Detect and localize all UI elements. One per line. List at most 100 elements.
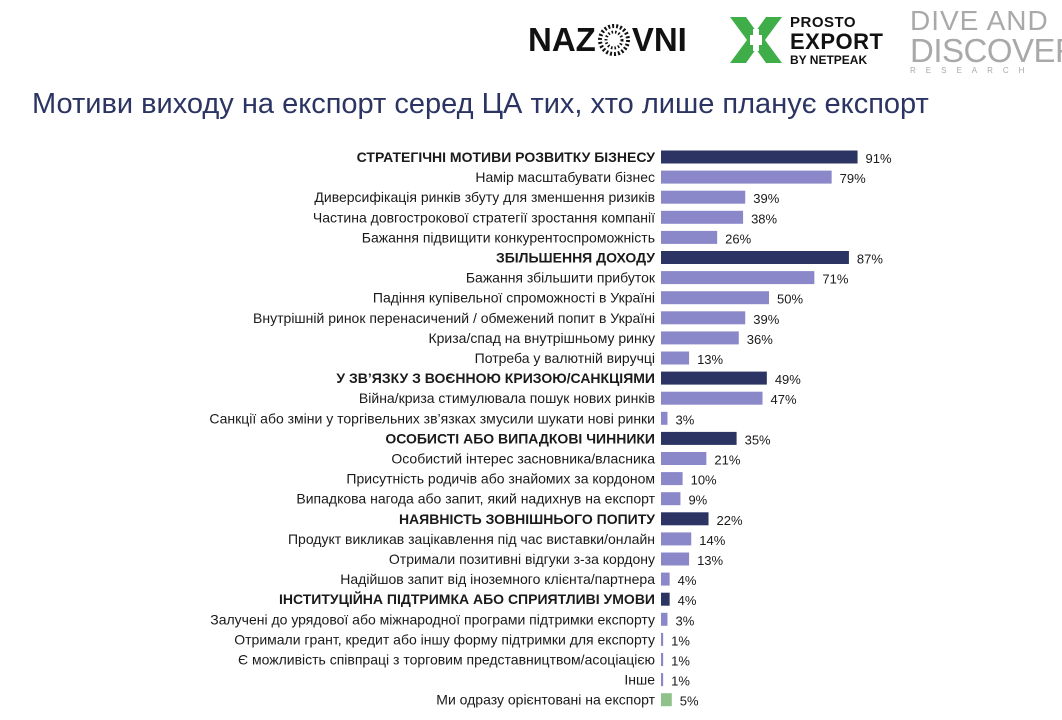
bar xyxy=(661,492,681,506)
prosto-logo-line1: PROSTO xyxy=(790,13,857,31)
category-label: НАЯВНІСТЬ ЗОВНІШНЬОГО ПОПИТУ xyxy=(399,511,655,527)
category-label: Є можливість співпраці з торговим предст… xyxy=(238,652,655,668)
value-label: 13% xyxy=(697,352,723,367)
category-label: ЗБІЛЬШЕННЯ ДОХОДУ xyxy=(496,250,655,266)
category-label: Бажання підвищити конкурентоспроможність xyxy=(362,229,655,245)
chart-group-header-row: ЗБІЛЬШЕННЯ ДОХОДУ 87% xyxy=(496,250,883,267)
category-label: Війна/криза стимулювала пошук нових ринк… xyxy=(359,390,655,406)
bar xyxy=(661,552,690,566)
chart-row: Продукт викликав зацікавлення під час ви… xyxy=(288,531,726,548)
chart-row: Ми одразу орієнтовані на експорт 5% xyxy=(436,692,699,709)
prosto-export-logo: PROSTO EXPORT BY NETPEAK xyxy=(728,14,900,66)
category-label: Отримали позитивні відгуки з-за кордону xyxy=(389,551,655,567)
group-bar xyxy=(661,512,709,526)
value-label: 91% xyxy=(866,151,892,166)
bar xyxy=(661,331,739,345)
value-label: 39% xyxy=(753,312,779,327)
bar xyxy=(661,271,815,285)
category-label: Частина довгострокової стратегії зростан… xyxy=(313,209,655,225)
category-label: Інше xyxy=(624,672,655,688)
value-label: 3% xyxy=(675,613,694,628)
category-label: Надійшов запит від іноземного клієнта/па… xyxy=(340,571,655,587)
value-label: 22% xyxy=(717,513,743,528)
group-bar xyxy=(661,371,767,385)
value-label: 3% xyxy=(675,412,694,427)
chart-row: Частина довгострокової стратегії зростан… xyxy=(313,209,778,226)
value-label: 26% xyxy=(725,231,751,246)
bar xyxy=(661,653,664,666)
category-label: Диверсифікація ринків збуту для зменшенн… xyxy=(314,189,655,205)
bar xyxy=(661,411,668,425)
chart-row: Бажання збільшити прибуток 71% xyxy=(466,270,849,287)
chart-row: Бажання підвищити конкурентоспроможність… xyxy=(362,229,752,246)
group-bar xyxy=(661,150,858,164)
value-label: 36% xyxy=(747,332,773,347)
chart-row: Намір масштабувати бізнес 79% xyxy=(475,169,866,186)
prosto-logo-line3: BY NETPEAK xyxy=(790,52,868,67)
prosto-export-mark-icon xyxy=(730,17,782,63)
bar xyxy=(661,351,690,365)
chart-row: Падіння купівельної спроможності в Украї… xyxy=(373,290,804,307)
category-label: Продукт викликав зацікавлення під час ви… xyxy=(288,531,655,547)
category-label: Випадкова нагода або запит, який надихну… xyxy=(296,491,655,507)
bar xyxy=(661,391,763,405)
value-label: 4% xyxy=(678,593,697,608)
slide-title: Мотиви виходу на експорт серед ЦА тих, х… xyxy=(32,88,929,120)
chart-row: Отримали грант, кредит або іншу форму пі… xyxy=(234,631,690,648)
category-label: Потреба у валютній виручці xyxy=(475,350,655,366)
chart-row: Отримали позитивні відгуки з-за кордону 1… xyxy=(389,551,724,568)
group-bar xyxy=(661,592,670,606)
group-bar xyxy=(661,431,737,445)
chart-row: Є можливість співпраці з торговим предст… xyxy=(238,652,690,669)
chart-row: Залучені до урядової або міжнародної про… xyxy=(210,611,694,628)
value-label: 21% xyxy=(714,453,740,468)
category-label: ОСОБИСТІ АБО ВИПАДКОВІ ЧИННИКИ xyxy=(385,430,655,446)
category-label: У ЗВ’ЯЗКУ З ВОЄННОЮ КРИЗОЮ/САНКЦІЯМИ xyxy=(336,370,655,386)
value-label: 38% xyxy=(751,211,777,226)
value-label: 10% xyxy=(691,473,717,488)
value-label: 35% xyxy=(745,432,771,447)
group-bar xyxy=(661,251,849,264)
bar xyxy=(661,472,683,486)
category-label: Бажання збільшити прибуток xyxy=(466,270,656,286)
value-label: 47% xyxy=(771,392,797,407)
chart-group-header-row: ІНСТИТУЦІЙНА ПІДТРИМКА АБО СПРИЯТЛИВІ УМ… xyxy=(279,590,697,608)
bar xyxy=(661,291,769,305)
nazovni-logo-text: NAZ xyxy=(528,21,596,58)
value-label: 39% xyxy=(753,191,779,206)
category-label: Падіння купівельної спроможності в Украї… xyxy=(373,290,655,306)
dive-logo-line1: DIVE AND xyxy=(910,5,1049,36)
bar xyxy=(661,452,707,465)
value-label: 5% xyxy=(680,694,699,709)
bar xyxy=(661,532,692,546)
chart-row: Диверсифікація ринків збуту для зменшенн… xyxy=(314,189,779,206)
category-label: Ми одразу орієнтовані на експорт xyxy=(436,692,655,708)
value-label: 13% xyxy=(697,553,723,568)
globe-dots-icon xyxy=(597,24,630,56)
dive-logo-line2: DISCOVERY xyxy=(910,31,1062,69)
category-label: Намір масштабувати бізнес xyxy=(475,169,655,185)
value-label: 1% xyxy=(671,674,690,689)
chart-group-header-row: У ЗВ’ЯЗКУ З ВОЄННОЮ КРИЗОЮ/САНКЦІЯМИ 49% xyxy=(336,370,801,387)
value-label: 87% xyxy=(857,252,883,267)
chart-row: Особистий інтерес засновника/власника 21% xyxy=(391,451,740,468)
value-label: 9% xyxy=(688,493,707,508)
value-label: 79% xyxy=(840,171,866,186)
bar xyxy=(661,572,670,586)
chart-row: Криза/спад на внутрішньому ринку 36% xyxy=(428,330,773,347)
value-label: 49% xyxy=(775,372,801,387)
chart-group-header-row: НАЯВНІСТЬ ЗОВНІШНЬОГО ПОПИТУ 22% xyxy=(399,511,743,528)
value-label: 4% xyxy=(678,573,697,588)
category-label: Особистий інтерес засновника/власника xyxy=(391,451,655,467)
category-label: ІНСТИТУЦІЙНА ПІДТРИМКА АБО СПРИЯТЛИВІ УМ… xyxy=(279,590,655,607)
prosto-logo-line2: EXPORT xyxy=(790,28,884,54)
bar xyxy=(661,632,664,646)
category-label: Криза/спад на внутрішньому ринку xyxy=(428,330,655,346)
logo-bar: NAZ VNI PROSTO EXPORT BY NETPEAK DIVE AN… xyxy=(0,0,1062,90)
bar xyxy=(661,230,718,244)
category-label: Санкції або зміни у торгівельних зв’язка… xyxy=(209,410,655,426)
bar xyxy=(661,612,668,626)
chart-row: Потреба у валютній виручці 13% xyxy=(475,350,724,367)
category-label: Залучені до урядової або міжнародної про… xyxy=(210,611,655,627)
